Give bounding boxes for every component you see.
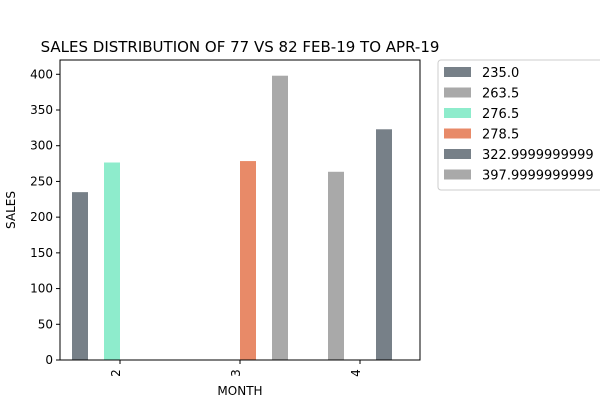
x-tick-label: 3 (229, 369, 243, 377)
x-tick-label: 2 (109, 369, 123, 377)
y-tick-label: 100 (30, 282, 53, 296)
legend-swatch (444, 108, 471, 118)
y-tick-label: 0 (45, 353, 53, 367)
bar-2-1 (104, 162, 120, 360)
legend-swatch (444, 149, 471, 159)
legend-label: 276.5 (482, 107, 519, 122)
y-tick-label: 250 (30, 174, 53, 188)
bar-2-0 (72, 192, 88, 360)
legend-label: 263.5 (482, 87, 519, 102)
legend-swatch (444, 169, 471, 180)
x-tick-label: 4 (349, 369, 363, 377)
legend-label: 278.5 (482, 128, 519, 143)
bar-3-2 (240, 161, 256, 360)
legend-swatch (444, 87, 471, 98)
y-tick-label: 350 (30, 103, 53, 117)
y-tick-label: 150 (30, 246, 53, 260)
bar-4-5 (376, 129, 392, 360)
y-tick-label: 200 (30, 210, 53, 224)
legend-label: 322.9999999999 (482, 148, 594, 163)
y-tick-label: 50 (38, 317, 53, 331)
legend-swatch (444, 67, 471, 77)
bar-3-3 (272, 75, 288, 360)
legend-frame (437, 59, 600, 191)
legend: 235.0 263.5 276.5 278.5 322.9999999999 397.99… (437, 59, 600, 191)
y-tick-label: 400 (30, 67, 53, 81)
chart-title: SALES DISTRIBUTION OF 77 VS 82 FEB-19 TO… (41, 38, 440, 56)
legend-label: 235.0 (482, 66, 519, 81)
bars-layer (72, 75, 392, 360)
y-axis-label: SALES (4, 191, 18, 229)
x-axis-ticks: 2 3 4 (109, 360, 363, 377)
y-axis-ticks: 0 50 100 150 200 250 300 350 400 (30, 67, 60, 367)
x-axis-label: MONTH (217, 384, 262, 398)
bar-4-4 (328, 171, 344, 360)
y-tick-label: 300 (30, 139, 53, 153)
legend-label: 397.9999999999 (482, 169, 594, 184)
legend-swatch (444, 128, 471, 139)
